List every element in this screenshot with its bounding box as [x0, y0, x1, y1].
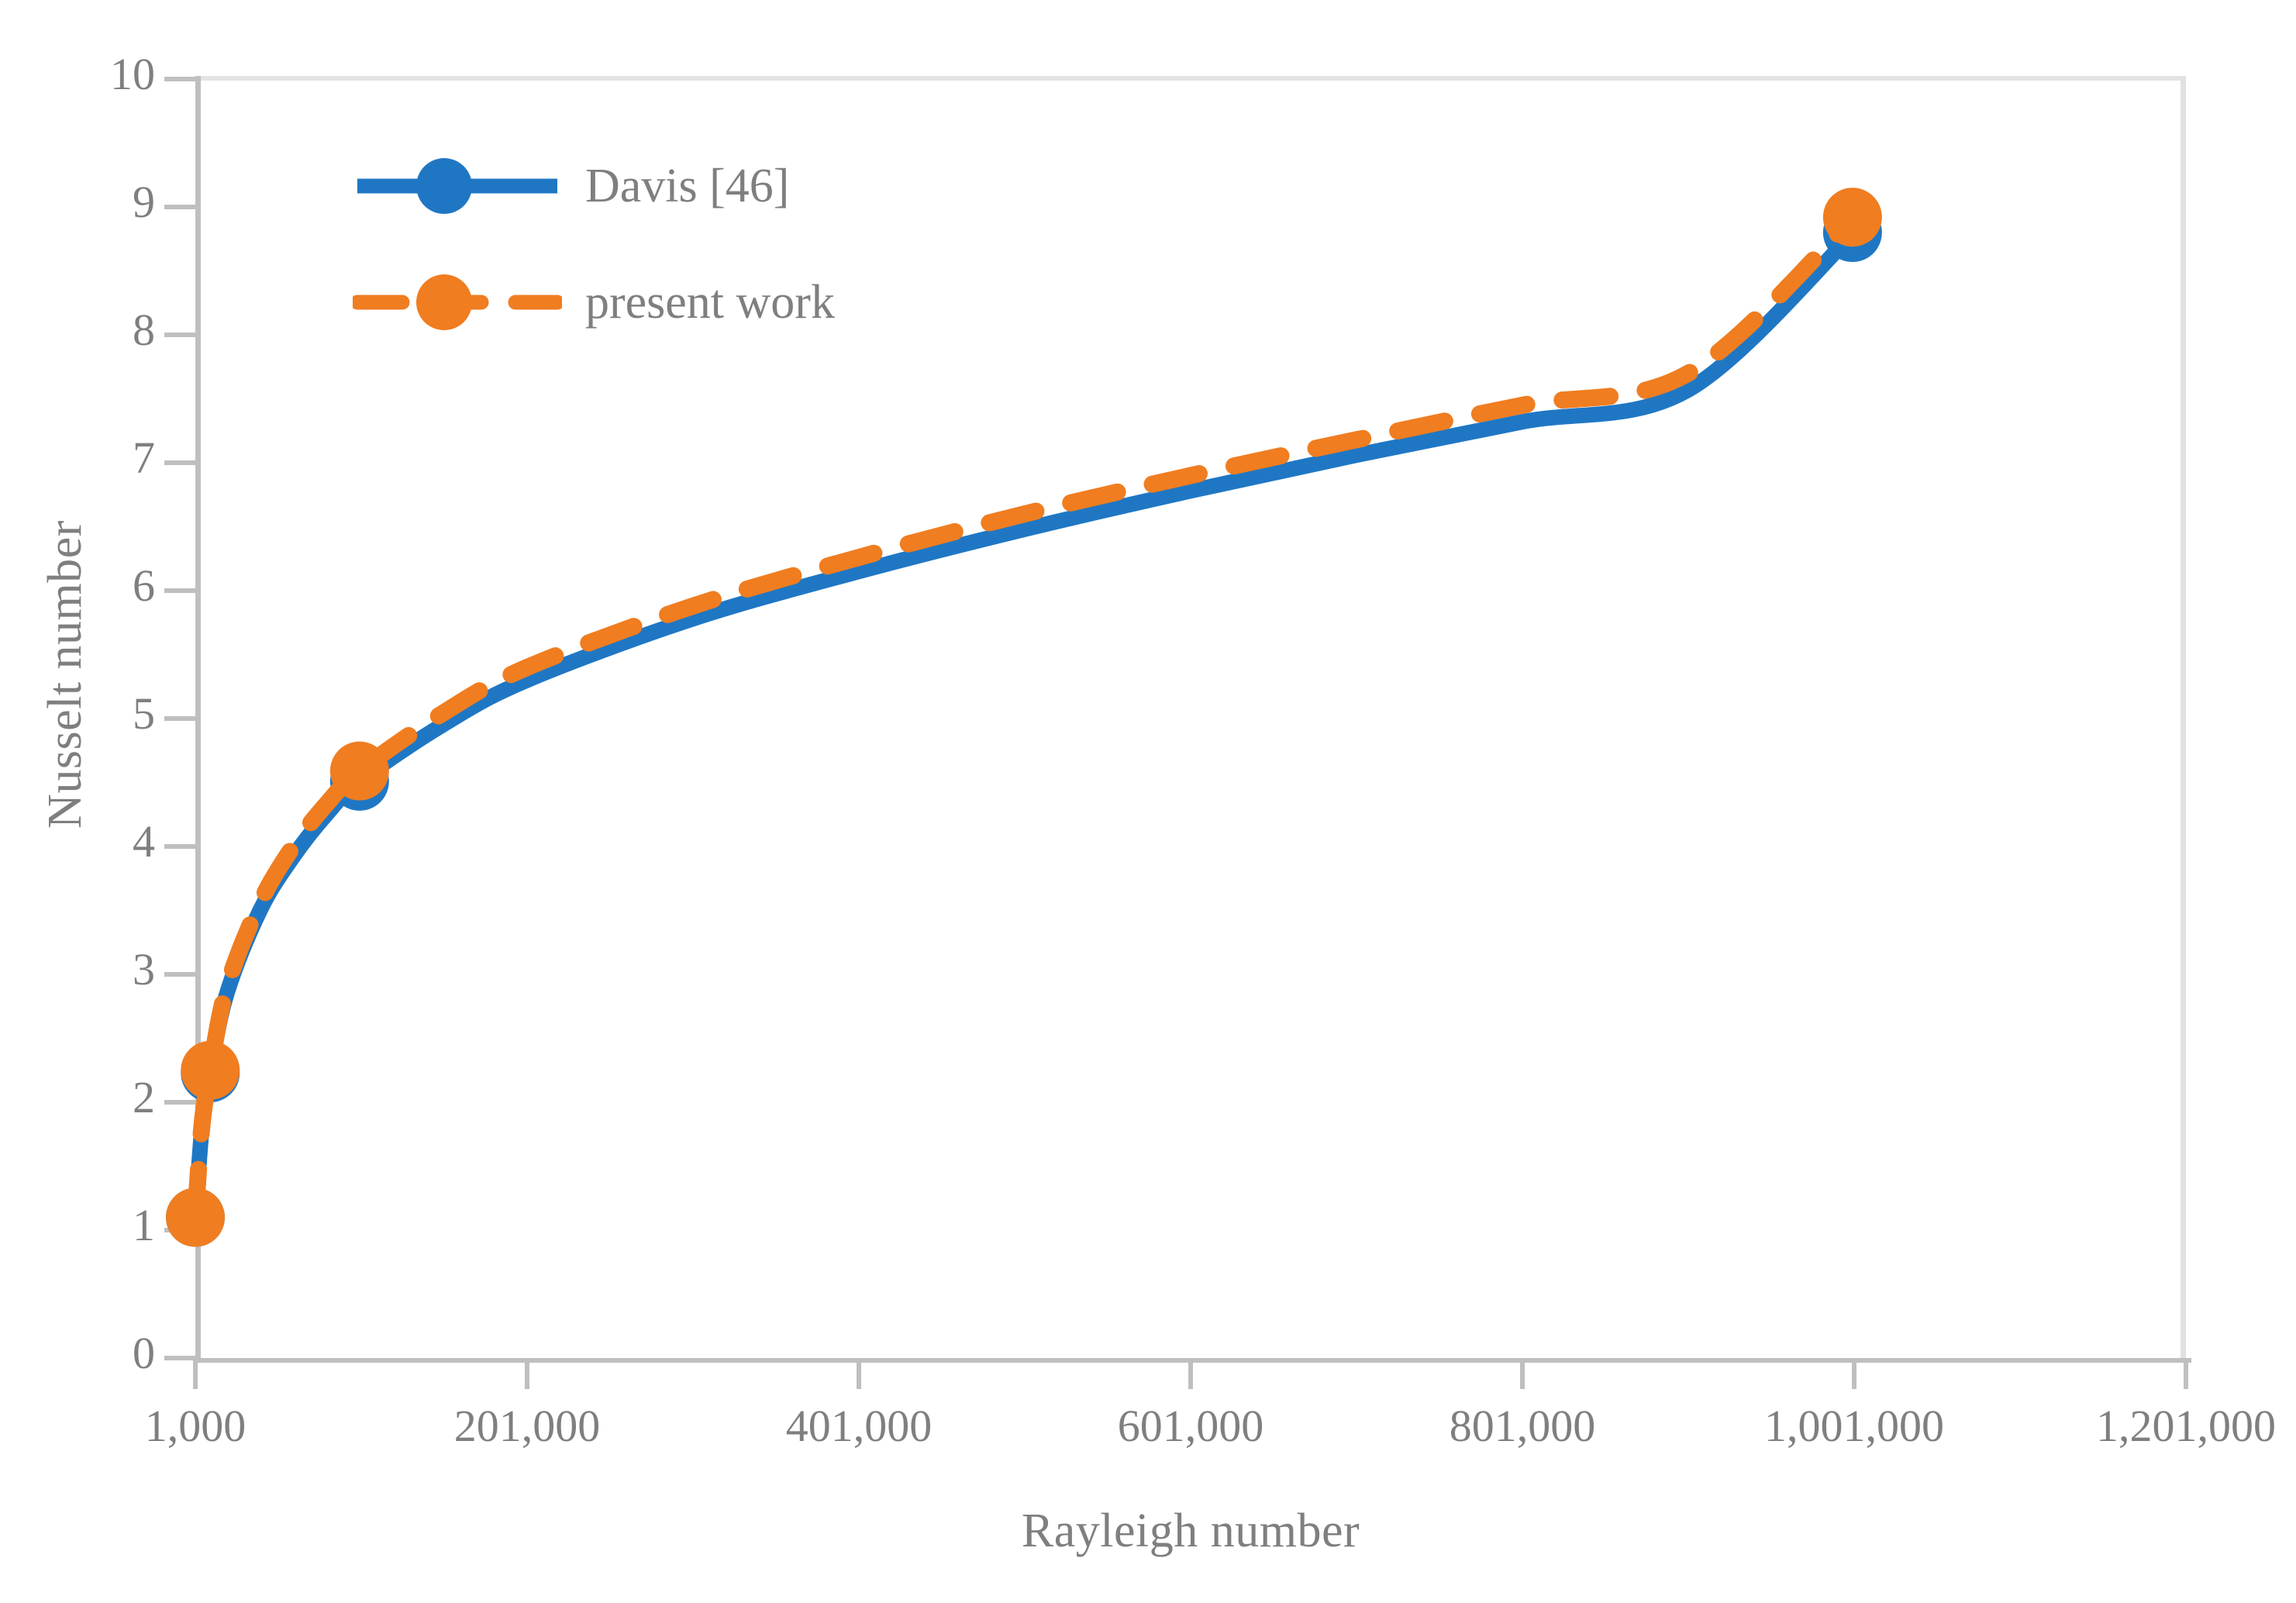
y-tick-5 [164, 716, 195, 721]
x-tick-3 [1188, 1358, 1193, 1389]
x-tick-label-0: 1,000 [144, 1401, 246, 1451]
legend-label-present-work: present work [585, 276, 835, 329]
legend-item-davis[interactable]: Davis [46] [353, 143, 942, 260]
legend-key-davis-icon [357, 158, 557, 214]
y-tick-label-2: 2 [133, 1072, 155, 1122]
x-axis-title: Rayleigh number [1021, 1505, 1360, 1557]
x-tick-label-6: 1,201,000 [2096, 1401, 2276, 1451]
x-tick-label-2: 401,000 [785, 1401, 933, 1451]
y-tick-7 [164, 460, 195, 465]
y-tick-label-6: 6 [133, 560, 155, 611]
x-tick-label-4: 801,000 [1449, 1401, 1596, 1451]
y-tick-label-9: 9 [133, 177, 155, 227]
x-tick-6 [2184, 1358, 2188, 1389]
y-tick-label-4: 4 [133, 816, 155, 867]
y-tick-label-10: 10 [110, 49, 155, 99]
y-tick-label-8: 8 [133, 305, 155, 355]
y-tick-2 [164, 1100, 195, 1105]
x-tick-2 [857, 1358, 861, 1389]
y-tick-6 [164, 588, 195, 593]
legend: Davis [46] present work [353, 143, 942, 376]
y-tick-label-1: 1 [133, 1200, 155, 1250]
x-tick-1 [525, 1358, 529, 1389]
legend-label-davis: Davis [46] [585, 160, 790, 212]
x-tick-4 [1520, 1358, 1525, 1389]
y-tick-0 [164, 1356, 195, 1360]
x-tick-5 [1852, 1358, 1856, 1389]
y-tick-label-5: 5 [133, 688, 155, 739]
y-tick-10 [164, 77, 195, 81]
x-tick-label-5: 1,001,000 [1764, 1401, 1944, 1451]
y-tick-4 [164, 844, 195, 849]
x-tick-label-3: 601,000 [1117, 1401, 1264, 1451]
legend-item-present-work[interactable]: present work [353, 260, 942, 376]
x-tick-label-1: 201,000 [453, 1401, 601, 1451]
legend-key-present-work-icon [353, 274, 562, 330]
y-tick-8 [164, 333, 195, 337]
y-tick-1 [164, 1228, 195, 1232]
x-tick-0 [193, 1358, 198, 1389]
y-tick-label-0: 0 [133, 1328, 155, 1378]
y-tick-3 [164, 972, 195, 977]
y-tick-label-3: 3 [133, 944, 155, 995]
y-tick-9 [164, 205, 195, 209]
y-tick-label-7: 7 [133, 433, 155, 483]
